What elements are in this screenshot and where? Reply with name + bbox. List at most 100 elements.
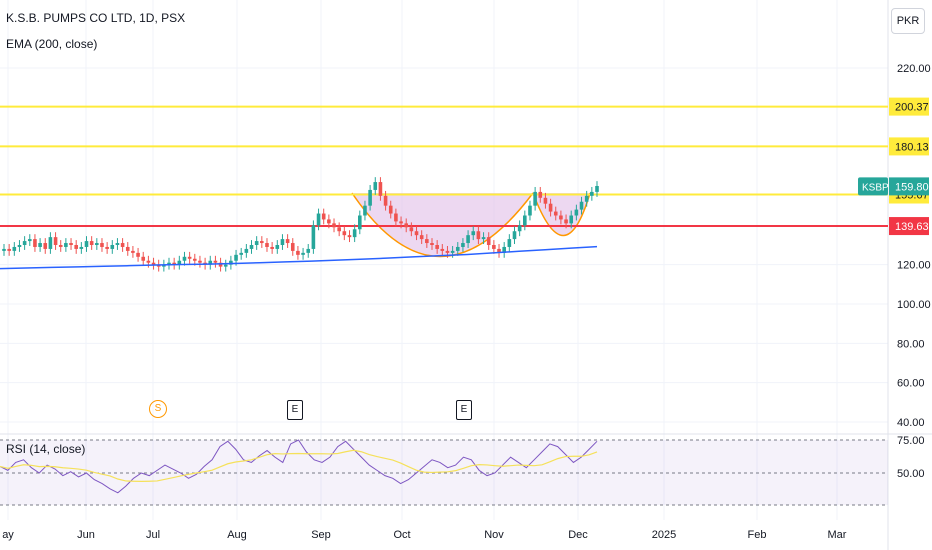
candle-body [548, 203, 553, 212]
candle-body [270, 246, 274, 249]
candle-body [502, 246, 506, 253]
candle-body [89, 241, 94, 245]
symbol-title[interactable]: K.S.B. PUMPS CO LTD, 1D, PSX [6, 11, 186, 25]
candle-body [223, 264, 228, 267]
candle-body [2, 248, 6, 251]
candle-body [373, 182, 378, 190]
candle-body [275, 245, 280, 249]
candle-body [342, 231, 347, 236]
candle-body [7, 248, 11, 251]
time-label: Dec [568, 529, 588, 541]
candle-body [208, 260, 213, 265]
candle-body [590, 191, 594, 196]
candle-body [27, 239, 32, 242]
earnings-event-icon[interactable]: E [287, 400, 303, 420]
candle-body [296, 250, 300, 255]
level-tag-bg [889, 97, 929, 116]
candle-body [74, 245, 78, 249]
earnings-event-icon-2[interactable]: E [456, 400, 472, 420]
symbol-tag-bg [858, 177, 888, 196]
candle-body [213, 260, 218, 263]
candle-body [455, 246, 460, 251]
candle-body [517, 225, 522, 232]
candle-body [187, 256, 192, 259]
candle-body [38, 243, 42, 247]
handle-fill [533, 193, 590, 236]
candle-body [48, 237, 53, 249]
price-tick-label: 220.00 [897, 63, 931, 75]
candle-body [285, 239, 290, 244]
cup-fill [352, 193, 533, 257]
candle-body [559, 215, 563, 220]
candle-body [192, 258, 197, 261]
candle-body [471, 231, 476, 236]
candle-body [574, 209, 579, 216]
candle-body [167, 262, 171, 265]
candle-body [352, 229, 357, 238]
level-tag: 200.37 [895, 102, 929, 114]
candle-body [512, 231, 517, 240]
candle-body [383, 195, 388, 206]
candle-body [260, 241, 264, 244]
candle-body [58, 245, 63, 247]
price-tick-label: 60.00 [897, 378, 925, 390]
rsi-legend[interactable]: RSI (14, close) [6, 442, 86, 456]
candle-body [321, 213, 326, 220]
candle-body [301, 252, 305, 255]
candle-body [120, 243, 125, 247]
candle-body [419, 235, 424, 240]
candle-body [466, 235, 470, 244]
candle-body [363, 205, 367, 216]
rsi-ma-line [0, 449, 598, 482]
candle-body [53, 237, 58, 245]
candle-body [265, 243, 269, 247]
candle-body [182, 256, 187, 261]
currency-button[interactable]: PKR [891, 8, 925, 34]
candle-body [358, 215, 362, 230]
level-tag-bg [889, 137, 929, 156]
candle-body [528, 205, 532, 216]
split-event-icon[interactable]: S [149, 400, 167, 418]
candle-body [409, 227, 414, 232]
candle-body [244, 248, 249, 253]
candle-body [198, 260, 202, 263]
candle-body [311, 225, 316, 249]
candle-body [445, 250, 450, 253]
candle-body [425, 239, 429, 244]
candle-body [553, 211, 558, 216]
time-label: Nov [484, 529, 504, 541]
candle-body [64, 243, 68, 247]
candle-body [579, 201, 584, 210]
candle-body [316, 213, 321, 226]
candle-body [100, 243, 104, 247]
candle-body [162, 264, 166, 267]
candle-body [332, 223, 336, 228]
level-tag: 180.13 [895, 141, 929, 153]
candle-body [435, 245, 439, 249]
candle-body [569, 215, 574, 224]
handle-arc [532, 192, 591, 237]
price-tick-label: 100.00 [897, 299, 931, 311]
time-label: Jul [146, 529, 160, 541]
candle-body [115, 243, 120, 245]
candle-body [595, 186, 599, 192]
candle-body [290, 243, 295, 251]
candle-body [12, 246, 17, 251]
candle-body [492, 245, 496, 249]
level-tag: 139.63 [895, 221, 929, 233]
candle-body [146, 260, 151, 263]
last-price-tag: 159.80 [895, 181, 929, 193]
candle-body [280, 239, 285, 245]
candle-body [450, 250, 455, 253]
rsi-tick-label: 50.00 [897, 468, 925, 480]
candle-body [399, 221, 403, 224]
candle-body [218, 262, 223, 267]
candle-body [476, 231, 481, 240]
candle-body [404, 223, 409, 228]
ema-legend[interactable]: EMA (200, close) [6, 37, 98, 51]
time-label: ay [2, 529, 14, 541]
time-label: Jun [77, 529, 95, 541]
candle-body [79, 246, 84, 249]
candle-body [239, 252, 243, 255]
